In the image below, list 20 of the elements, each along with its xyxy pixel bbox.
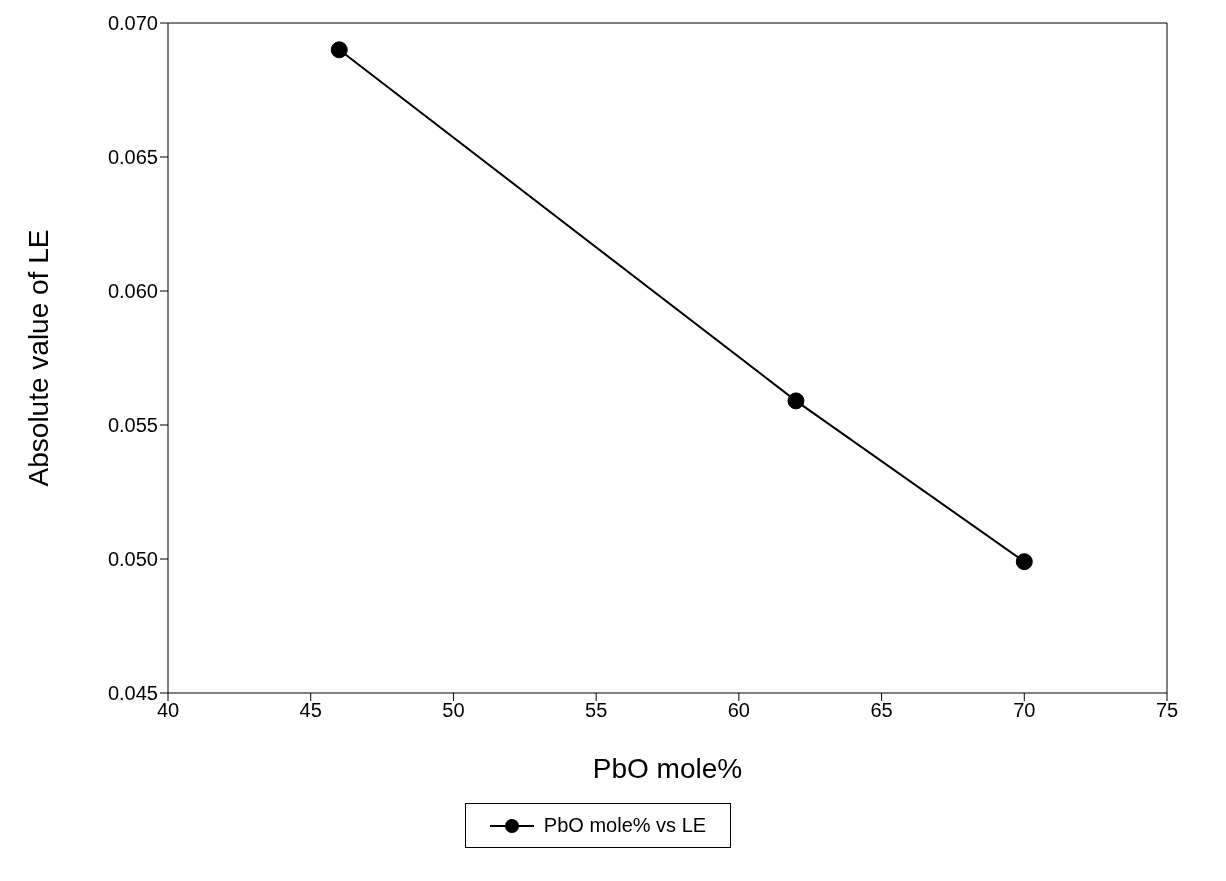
x-axis-title: PbO mole%	[592, 753, 743, 784]
x-tick-label: 60	[727, 699, 750, 722]
point	[787, 392, 805, 410]
legend-label: PbO mole% vs LE	[542, 814, 707, 837]
y-tick-label: 0.060	[107, 280, 158, 303]
point	[330, 41, 348, 59]
x-tick-label: 70	[1013, 699, 1036, 722]
x-tick-label: 75	[1155, 699, 1179, 722]
y-tick-label: 0.070	[107, 12, 158, 35]
x-tick-label: 65	[870, 699, 893, 722]
x-tick-label: 45	[299, 699, 322, 722]
y-axis-title: Absolute value of LE	[22, 229, 54, 487]
point	[1015, 553, 1033, 571]
x-tick-label: 50	[442, 699, 465, 722]
y-tick-label: 0.045	[107, 682, 158, 705]
x-tick-label: 40	[156, 699, 180, 722]
y-tick-label: 0.055	[107, 414, 158, 437]
y-tick-label: 0.065	[107, 146, 158, 169]
y-tick-label: 0.050	[107, 548, 158, 571]
x-tick-label: 55	[585, 699, 608, 722]
